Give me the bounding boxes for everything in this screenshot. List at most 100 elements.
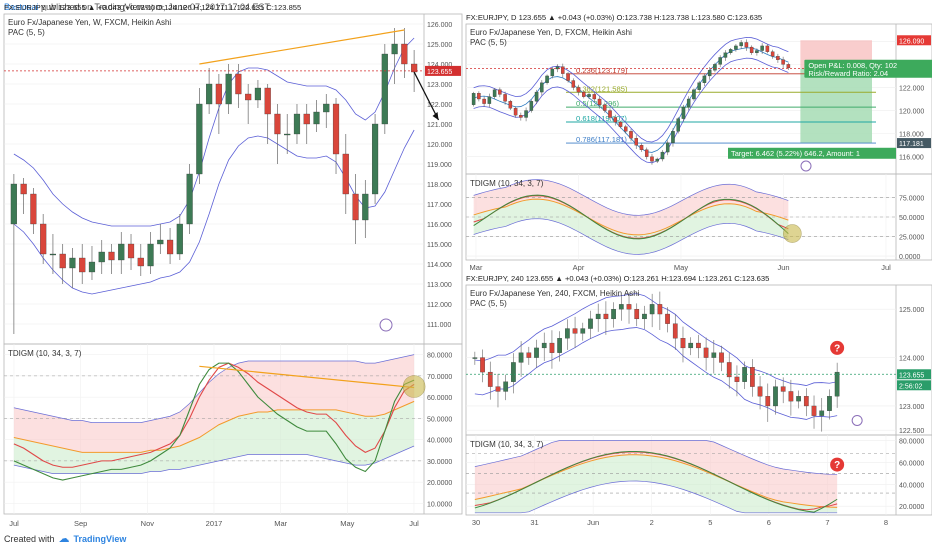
h4-candle <box>750 367 755 387</box>
h4-tdi-x-tick: 7 <box>825 518 829 527</box>
h4-y-tick: 125.000 <box>899 307 924 314</box>
daily-candle <box>639 145 644 150</box>
daily-header: FX:EURJPY, D 123.655 ▲ +0.043 (+0.03%) O… <box>466 13 762 22</box>
daily-candle <box>665 142 670 153</box>
weekly-tdi-upper-fill <box>13 354 415 453</box>
weekly-candle <box>323 103 330 113</box>
h4-tdi-x-tick: Jun <box>587 518 599 527</box>
weekly-y-tick: 120.000 <box>427 142 452 149</box>
weekly-candle <box>69 257 76 269</box>
h4-candle <box>503 381 509 392</box>
weekly-tdi-x-tick: Jul <box>9 519 19 528</box>
weekly-price-tag <box>425 65 461 76</box>
weekly-trendline <box>199 29 405 65</box>
weekly-candle <box>274 113 281 135</box>
weekly-candle <box>235 73 242 95</box>
h4-candle <box>518 352 524 363</box>
weekly-candle <box>284 133 291 136</box>
weekly-candle <box>303 113 310 125</box>
daily-candle <box>728 49 733 53</box>
weekly-candle <box>352 193 359 221</box>
daily-candle <box>707 70 712 77</box>
daily-candle <box>681 106 686 119</box>
daily-target-box <box>728 147 896 159</box>
daily-candle <box>503 94 507 102</box>
daily-candle <box>618 121 623 127</box>
daily-candle <box>655 158 659 162</box>
daily-tdi-signal <box>473 198 789 236</box>
h4-tdi-frame <box>465 434 932 516</box>
daily-candle <box>566 73 570 81</box>
daily-candle <box>524 110 528 118</box>
h4-candle <box>657 304 663 315</box>
daily-y-tick: 122.000 <box>899 85 924 92</box>
weekly-candle <box>118 243 125 261</box>
weekly-candle <box>59 253 66 269</box>
h4-tdi-title: TDIGM (10, 34, 3, 7) <box>470 440 544 449</box>
weekly-y-tick: 126.000 <box>427 22 452 29</box>
weekly-candle <box>293 113 301 135</box>
publish-info: Bastosai published on TradingView.com, J… <box>4 2 270 12</box>
h4-tdi-x-tick: 30 <box>472 518 480 527</box>
daily-position-box <box>804 59 932 78</box>
weekly-tdi-band-lower <box>13 445 415 474</box>
weekly-candle <box>371 123 379 195</box>
h4-tdi-question-mark: ? <box>834 460 840 471</box>
daily-pac-upper <box>473 36 789 143</box>
daily-candle <box>603 104 607 111</box>
daily-fib-label: 0.5(120.296) <box>576 99 620 108</box>
daily-tdi-x-tick: Jul <box>881 263 891 272</box>
weekly-frame <box>3 13 463 345</box>
daily-candle <box>634 138 638 146</box>
h4-candle <box>773 386 778 407</box>
weekly-header: FX:EURJPY, W 123.655 ▲ +0.043 (+0.03%) O… <box>4 3 301 12</box>
daily-tdi-x-tick: Apr <box>573 263 585 272</box>
tradingview-brand[interactable]: TradingView <box>73 533 127 544</box>
h4-candle <box>796 396 801 402</box>
h4-countdown-tag <box>897 380 931 391</box>
weekly-arrow-head <box>432 112 439 120</box>
weekly-candle <box>10 183 17 225</box>
daily-tdi-y-tick: 0.0000 <box>899 254 921 261</box>
h4-candle <box>487 371 493 387</box>
h4-pac-upper <box>474 293 838 386</box>
daily-tdi-band-lower <box>473 218 789 255</box>
h4-candle <box>480 357 485 373</box>
weekly-candle <box>79 257 86 273</box>
weekly-y-tick: 122.000 <box>427 102 452 109</box>
weekly-y-tick: 124.000 <box>427 62 452 69</box>
daily-candle <box>561 66 565 74</box>
daily-tdi-title: TDIGM (10, 34, 3, 7) <box>470 179 544 188</box>
weekly-candle <box>332 103 340 155</box>
daily-candle <box>723 52 728 58</box>
weekly-tdi-y-tick: 50.0000 <box>427 416 452 423</box>
h4-candle <box>634 309 640 320</box>
h4-candle <box>572 328 578 334</box>
h4-y-tick: 123.000 <box>899 404 924 411</box>
h4-question-icon <box>830 340 845 355</box>
daily-candle <box>671 131 675 143</box>
daily-indicator: PAC (5, 5) <box>470 38 507 47</box>
daily-candle <box>555 66 560 70</box>
weekly-tdi-y-tick: 70.0000 <box>427 374 452 381</box>
weekly-tdi-x-tick: Jul <box>409 519 419 528</box>
daily-candle <box>582 91 586 97</box>
h4-candle <box>734 376 740 382</box>
weekly-pac-upper <box>13 37 415 227</box>
weekly-candle <box>147 243 154 267</box>
author-link[interactable]: Bastosai <box>4 2 39 12</box>
h4-title: Euro Fx/Japanese Yen, 240, FXCM, Heikin … <box>470 289 640 298</box>
weekly-y-tick: 116.000 <box>427 222 452 229</box>
weekly-price-tag-text: 123.655 <box>427 69 452 76</box>
weekly-candle <box>108 251 115 261</box>
daily-candle <box>519 115 523 118</box>
h4-event-icon <box>851 414 863 426</box>
daily-candle <box>692 89 696 100</box>
daily-candle <box>770 51 775 57</box>
weekly-y-tick: 117.000 <box>427 202 452 209</box>
weekly-candle <box>381 53 388 125</box>
daily-candle <box>545 75 549 83</box>
h4-tdi-band-upper <box>474 440 838 475</box>
